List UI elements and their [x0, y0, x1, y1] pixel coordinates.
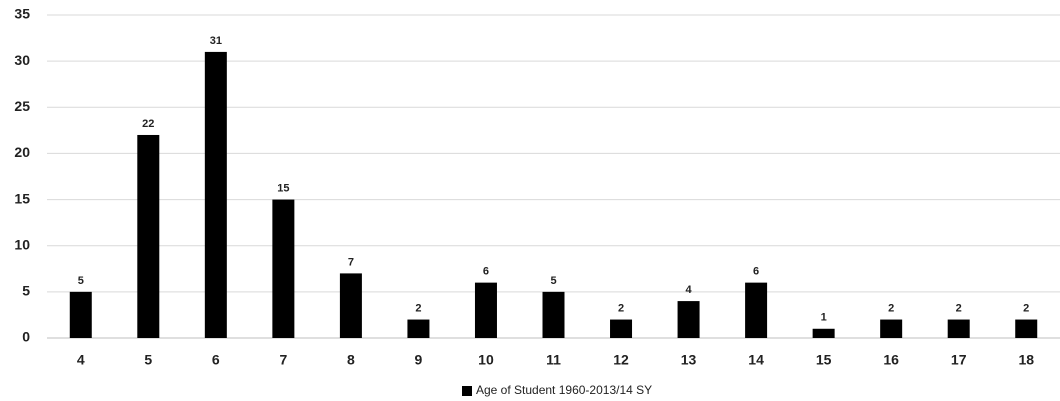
- data-label: 4: [686, 284, 693, 296]
- x-tick-label: 14: [748, 352, 764, 368]
- x-tick-label: 13: [681, 352, 697, 368]
- bar: [542, 291, 565, 338]
- data-label: 1: [821, 312, 827, 324]
- bar: [407, 319, 430, 338]
- data-label: 5: [550, 275, 556, 287]
- data-label: 6: [753, 266, 759, 278]
- bar: [880, 319, 903, 338]
- bar: [204, 51, 227, 339]
- x-tick-label: 12: [613, 352, 629, 368]
- x-tick-label: 9: [415, 352, 423, 368]
- bar: [812, 328, 835, 338]
- data-label: 6: [483, 266, 489, 278]
- y-tick-label: 15: [14, 190, 30, 206]
- y-tick-label: 10: [14, 236, 30, 252]
- data-label: 31: [210, 35, 222, 47]
- bar: [474, 282, 497, 338]
- y-tick-label: 30: [14, 52, 30, 68]
- y-tick-label: 25: [14, 98, 30, 114]
- x-tick-label: 18: [1018, 352, 1034, 368]
- x-tick-label: 4: [77, 352, 85, 368]
- x-tick-label: 5: [144, 352, 152, 368]
- bar: [610, 319, 633, 338]
- data-label: 2: [618, 302, 624, 314]
- x-tick-label: 17: [951, 352, 967, 368]
- x-tick-label: 15: [816, 352, 832, 368]
- legend-label: Age of Student 1960-2013/14 SY: [476, 383, 652, 397]
- data-label: 2: [1023, 302, 1029, 314]
- bar: [69, 291, 92, 338]
- y-tick-label: 35: [14, 6, 30, 22]
- bar: [137, 134, 160, 338]
- x-tick-label: 16: [883, 352, 899, 368]
- data-label: 22: [142, 118, 154, 130]
- x-tick-label: 11: [546, 352, 561, 368]
- bar: [339, 273, 362, 338]
- y-tick-label: 20: [14, 144, 30, 160]
- data-label: 7: [348, 256, 354, 268]
- bar: [745, 282, 768, 338]
- bar: [272, 199, 295, 338]
- legend-swatch: [462, 386, 472, 396]
- bar: [947, 319, 970, 338]
- data-label: 5: [78, 275, 84, 287]
- data-label: 2: [956, 302, 962, 314]
- y-tick-label: 0: [22, 329, 30, 345]
- x-tick-label: 7: [279, 352, 287, 368]
- y-tick-label: 5: [22, 283, 30, 299]
- data-label: 15: [277, 182, 289, 194]
- data-label: 2: [888, 302, 894, 314]
- x-tick-label: 8: [347, 352, 355, 368]
- x-tick-label: 6: [212, 352, 220, 368]
- x-tick-label: 10: [478, 352, 494, 368]
- bar: [677, 301, 700, 338]
- bar: [1015, 319, 1038, 338]
- data-label: 2: [415, 302, 421, 314]
